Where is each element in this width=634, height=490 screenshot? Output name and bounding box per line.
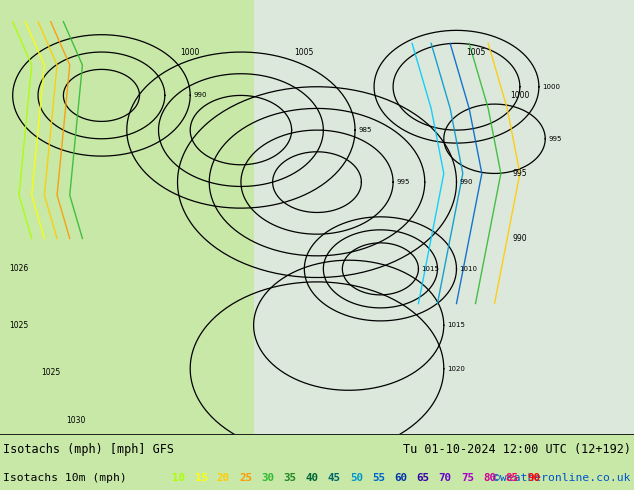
Text: 15: 15 bbox=[195, 472, 208, 483]
Text: 65: 65 bbox=[417, 472, 430, 483]
Text: 1010: 1010 bbox=[460, 266, 477, 272]
Text: 25: 25 bbox=[239, 472, 252, 483]
Text: Isotachs 10m (mph): Isotachs 10m (mph) bbox=[3, 472, 127, 483]
Text: 985: 985 bbox=[358, 127, 372, 133]
Text: 70: 70 bbox=[439, 472, 452, 483]
Text: 1026: 1026 bbox=[10, 265, 29, 273]
Text: 80: 80 bbox=[483, 472, 496, 483]
Text: 85: 85 bbox=[505, 472, 519, 483]
Text: 10: 10 bbox=[172, 472, 186, 483]
FancyBboxPatch shape bbox=[0, 0, 254, 434]
Text: 1030: 1030 bbox=[67, 416, 86, 425]
Text: 45: 45 bbox=[328, 472, 341, 483]
Text: 50: 50 bbox=[350, 472, 363, 483]
Text: 75: 75 bbox=[461, 472, 474, 483]
Text: 40: 40 bbox=[306, 472, 319, 483]
Text: 1025: 1025 bbox=[10, 321, 29, 330]
Text: 995: 995 bbox=[396, 179, 410, 185]
Text: 1015: 1015 bbox=[447, 322, 465, 328]
Text: 35: 35 bbox=[283, 472, 297, 483]
FancyBboxPatch shape bbox=[209, 0, 634, 434]
Text: 1005: 1005 bbox=[295, 48, 314, 56]
Text: Tu 01-10-2024 12:00 UTC (12+192): Tu 01-10-2024 12:00 UTC (12+192) bbox=[403, 443, 631, 456]
Text: 1000: 1000 bbox=[542, 84, 560, 90]
Text: 60: 60 bbox=[394, 472, 408, 483]
Text: 990: 990 bbox=[460, 179, 473, 185]
Text: 1000: 1000 bbox=[181, 48, 200, 56]
Text: 1015: 1015 bbox=[422, 266, 439, 272]
Text: 995: 995 bbox=[548, 136, 562, 142]
Text: 990: 990 bbox=[512, 234, 527, 243]
Text: 1020: 1020 bbox=[447, 366, 465, 371]
Text: 55: 55 bbox=[372, 472, 385, 483]
Text: 1025: 1025 bbox=[41, 368, 60, 377]
Text: 1005: 1005 bbox=[466, 48, 485, 56]
Text: 990: 990 bbox=[193, 93, 207, 98]
Text: ©weatheronline.co.uk: ©weatheronline.co.uk bbox=[493, 472, 631, 483]
Text: 1000: 1000 bbox=[510, 91, 529, 100]
Text: 995: 995 bbox=[512, 169, 527, 178]
Text: 90: 90 bbox=[527, 472, 541, 483]
Text: 30: 30 bbox=[261, 472, 275, 483]
Text: 20: 20 bbox=[217, 472, 230, 483]
Text: Isotachs (mph) [mph] GFS: Isotachs (mph) [mph] GFS bbox=[3, 443, 174, 456]
